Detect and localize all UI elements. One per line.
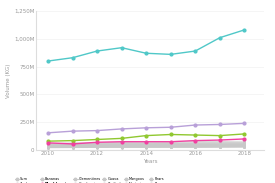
Y-axis label: Volume (KG): Volume (KG) <box>6 63 11 98</box>
Legend: Sum, Apples, Asparagas, Avocados, Bananas, Blackberries, Blueberries, Cherries, : Sum, Apples, Asparagas, Avocados, Banana… <box>15 177 183 183</box>
X-axis label: Years: Years <box>143 159 157 164</box>
